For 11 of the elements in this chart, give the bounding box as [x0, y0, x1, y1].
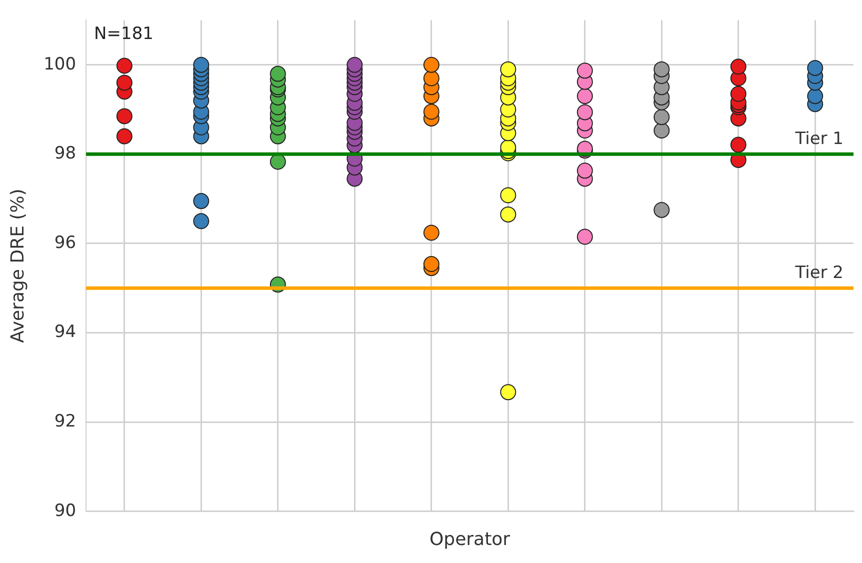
x-axis-title: Operator — [429, 528, 511, 550]
y-tick-label: 92 — [54, 412, 76, 432]
annotation: N=181 — [94, 24, 154, 44]
y-tick-label: 94 — [54, 322, 76, 342]
y-tick-label: 90 — [54, 500, 76, 521]
y-tick-label: 100 — [44, 54, 76, 74]
ref-line-label: Tier 1 — [794, 129, 844, 150]
y-tick-label: 98 — [54, 144, 76, 164]
y-tick-label: 96 — [54, 232, 76, 253]
ref-line-label: Tier 2 — [794, 263, 844, 284]
y-axis-title: Average DRE (%) — [7, 188, 28, 343]
